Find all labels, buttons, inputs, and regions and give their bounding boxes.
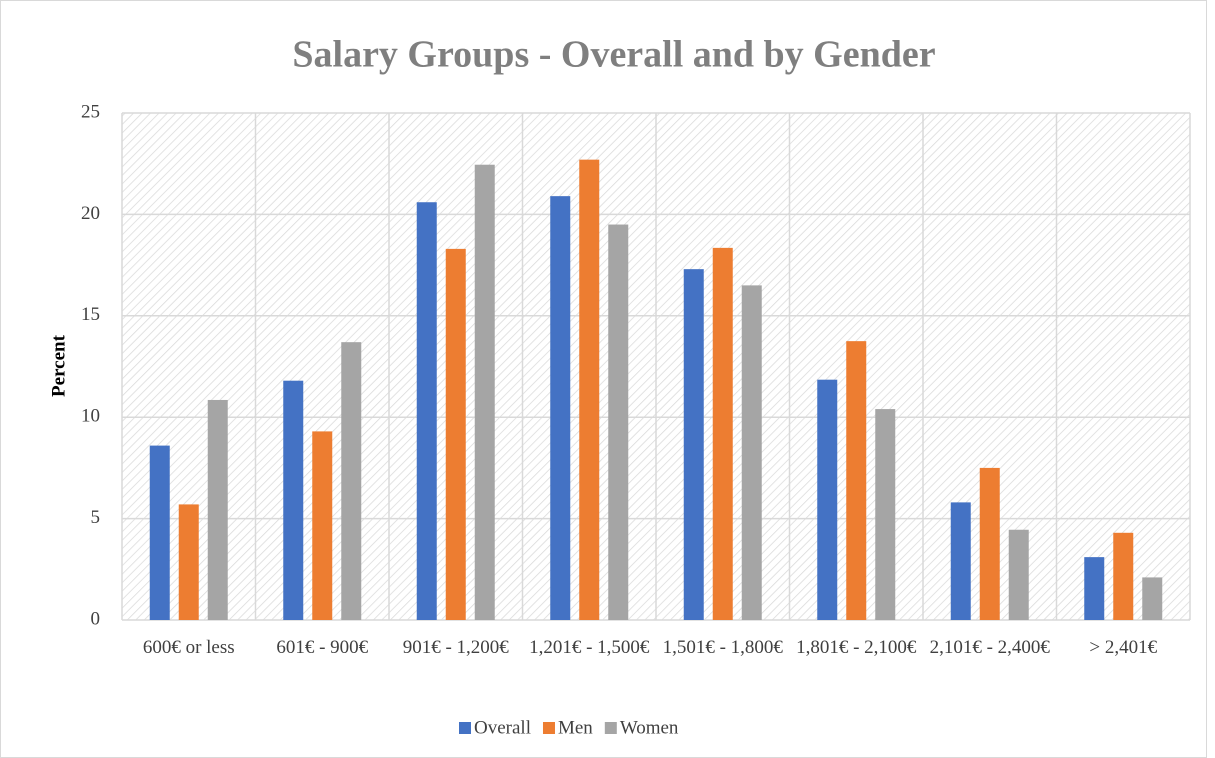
- x-tick-label: 1,801€ - 2,100€: [796, 637, 917, 658]
- bar: [1142, 577, 1163, 620]
- bar: [846, 341, 867, 620]
- bar: [1008, 529, 1029, 620]
- bar: [207, 399, 228, 620]
- y-tick-label: 5: [91, 507, 101, 528]
- bar: [579, 159, 600, 621]
- bar: [312, 431, 333, 620]
- bar: [741, 285, 762, 620]
- bar: [817, 379, 838, 620]
- y-tick-label: 15: [81, 304, 100, 325]
- legend-label: Women: [620, 717, 679, 738]
- legend-swatch: [459, 722, 471, 734]
- x-tick-label: 600€ or less: [142, 637, 235, 658]
- x-tick-label: 1,501€ - 1,800€: [662, 637, 783, 658]
- y-tick-label: 25: [81, 101, 100, 122]
- y-tick-label: 20: [81, 203, 100, 224]
- legend-swatch: [542, 722, 555, 734]
- legend-label: Overall: [474, 717, 531, 738]
- bar: [474, 164, 495, 621]
- bar: [416, 202, 437, 620]
- bar: [445, 248, 466, 620]
- legend-label: Men: [558, 717, 593, 738]
- bar: [149, 445, 170, 620]
- x-tick-label: 2,101€ - 2,400€: [929, 637, 1050, 658]
- bar: [341, 342, 362, 620]
- chart-title: Salary Groups - Overall and by Gender: [292, 34, 935, 76]
- x-tick-label: 901€ - 1,200€: [402, 637, 509, 658]
- bar: [712, 247, 733, 620]
- bar: [178, 504, 199, 620]
- bar: [683, 269, 704, 620]
- bar: [1084, 557, 1105, 620]
- bar: [608, 224, 629, 621]
- x-tick-label: 601€ - 900€: [276, 637, 369, 658]
- x-tick-label: 1,201€ - 1,500€: [529, 637, 650, 658]
- bar: [979, 467, 1000, 620]
- bar: [550, 196, 571, 620]
- bar: [1113, 532, 1134, 620]
- x-tick-label: > 2,401€: [1089, 637, 1158, 658]
- legend-swatch: [604, 722, 617, 734]
- bar: [875, 409, 896, 620]
- y-tick-label: 0: [91, 608, 101, 629]
- bar: [283, 380, 304, 620]
- y-tick-label: 10: [81, 406, 100, 427]
- bar: [950, 502, 971, 620]
- y-axis-label: Percent: [48, 334, 69, 397]
